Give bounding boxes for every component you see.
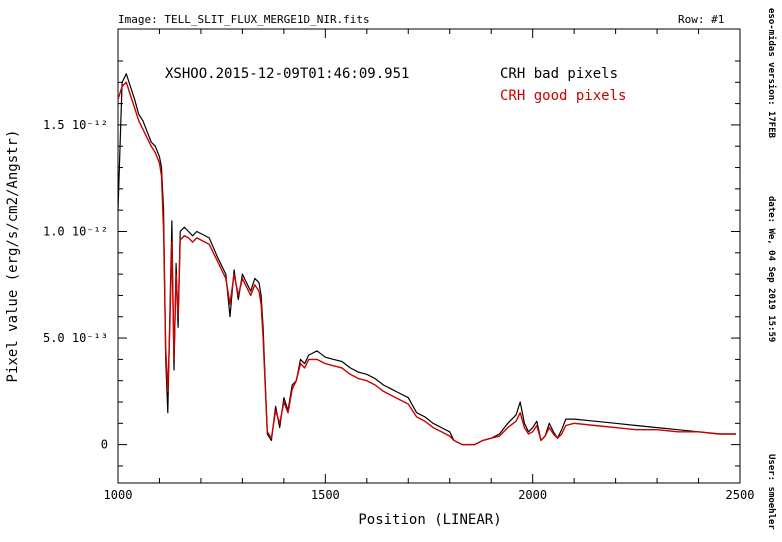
x-tick-label: 2500	[726, 488, 755, 502]
series-crh-good-line	[117, 81, 736, 446]
x-tick-label: 2000	[518, 488, 547, 502]
legend-good: CRH good pixels	[500, 88, 626, 104]
midas-version: eso-midas version: 17FEB	[766, 8, 776, 139]
image-name: TELL_SLIT_FLUX_MERGE1D_NIR.fits	[164, 13, 370, 26]
plot-user: User: smoehler	[766, 454, 776, 530]
row-value: #1	[711, 13, 725, 26]
y-tick-label: 0	[101, 438, 108, 452]
series-layer	[117, 73, 736, 446]
image-label-group: Image: TELL_SLIT_FLUX_MERGE1D_NIR.fits	[118, 13, 370, 26]
y-tick-label: 5.0 10⁻¹³	[43, 331, 108, 345]
y-axis-label: Pixel value (erg/s/cm2/Angstr)	[5, 130, 21, 383]
plot-frame	[117, 28, 741, 484]
row-label: Row:	[678, 13, 705, 26]
y-tick-label: 1.5 10⁻¹²	[43, 118, 108, 132]
legend-bad: CRH bad pixels	[500, 66, 618, 82]
axis-ticks: 1000 1500 2000 2500 0 5.0 10⁻¹³ 1.0 10⁻¹² 1.5 1…	[43, 29, 754, 502]
x-tick-label: 1500	[311, 488, 340, 502]
y-tick-label: 1.0 10⁻¹²	[43, 224, 108, 238]
plot-date: date: We, 04 Sep 2019 15:59	[766, 196, 776, 343]
chart-title: XSHOO.2015-12-09T01:46:09.951	[165, 66, 409, 82]
x-axis-label: Position (LINEAR)	[358, 512, 501, 528]
image-label: Image:	[118, 13, 158, 26]
x-tick-label: 1000	[104, 488, 133, 502]
row-label-group: Row: #1	[678, 13, 724, 26]
series-crh-bad-line	[117, 73, 736, 446]
